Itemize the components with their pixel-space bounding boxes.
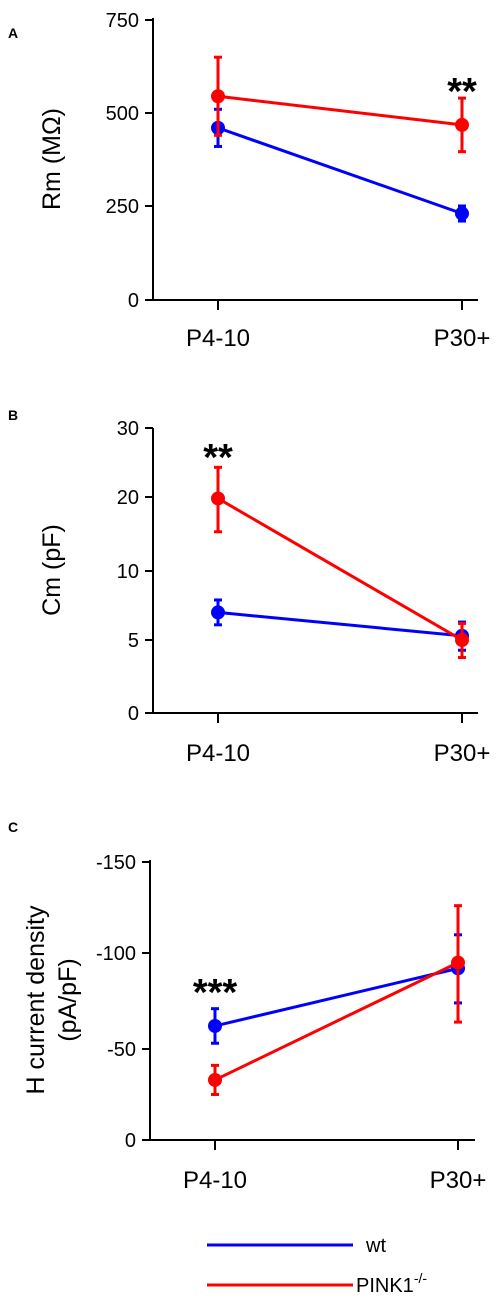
y-tick-label-c: -150 — [96, 852, 136, 874]
panel-c: C H current density (pA/pF) 0-50-100-150 … — [8, 819, 486, 1194]
y-tick-label-a: 750 — [106, 10, 139, 32]
legend-label-pink1: PINK1-/- — [356, 1270, 427, 1297]
data-point-wt-c — [208, 1018, 222, 1033]
y-tick-label-c: 0 — [125, 1130, 136, 1152]
data-point-pink1-c — [208, 1072, 222, 1087]
x-tick-label-a: P30+ — [434, 325, 491, 352]
legend-label-pink1-superscript: -/- — [414, 1270, 428, 1286]
series-line-wt-b — [217, 610, 463, 638]
series-line-pink1-a — [217, 94, 463, 127]
y-tick-label-c: -50 — [107, 1039, 136, 1061]
y-axis-title-c-line1: H current density — [22, 905, 50, 1094]
significance-marker-c: *** — [193, 972, 238, 1014]
y-tick-label-a: 500 — [106, 103, 139, 125]
y-tick-label-c: -100 — [96, 943, 136, 965]
y-tick-label-b: 20 — [117, 487, 139, 509]
y-tick-label-b: 30 — [117, 418, 139, 440]
data-point-pink1-a — [455, 117, 469, 132]
y-axis-title-a: Rm (MΩ) — [38, 108, 66, 210]
legend-label-pink1-main: PINK1 — [356, 1275, 414, 1297]
data-point-pink1-c — [451, 955, 465, 970]
legend: wt PINK1-/- — [207, 1235, 427, 1297]
y-axis-title-c: H current density (pA/pF) — [22, 905, 82, 1094]
y-tick-label-b: 10 — [117, 561, 139, 583]
significance-marker-a: ** — [447, 71, 477, 113]
series-line-pink1-c — [214, 961, 459, 1082]
series-line-wt-a — [217, 126, 463, 215]
panel-letter-a: A — [8, 25, 18, 41]
x-tick-label-b: P30+ — [434, 740, 491, 767]
panel-letter-b: B — [8, 407, 18, 423]
series-line-pink1-b — [217, 497, 463, 642]
panel-letter-c: C — [8, 819, 18, 835]
x-tick-label-c: P30+ — [430, 1167, 487, 1194]
data-point-pink1-b — [211, 491, 225, 506]
y-tick-label-a: 0 — [128, 290, 139, 312]
panel-b: B Cm (pF) 0 5 10 20 30 P4-10 P30+ ** — [8, 407, 490, 767]
y-axis-title-b: Cm (pF) — [38, 524, 66, 616]
data-point-wt-b — [211, 605, 225, 620]
panel-a: A Rm (MΩ) 0 250 500 750 P4-10 P30+ ** — [8, 10, 490, 352]
data-point-pink1-b — [455, 633, 469, 647]
y-tick-label-b: 0 — [128, 703, 139, 725]
x-tick-label-c: P4-10 — [183, 1167, 247, 1194]
x-tick-label-b: P4-10 — [186, 740, 250, 767]
legend-label-wt: wt — [365, 1235, 386, 1257]
series-line-wt-c — [214, 966, 459, 1028]
y-tick-label-a: 250 — [106, 196, 139, 218]
significance-marker-b: ** — [203, 437, 233, 479]
x-tick-label-a: P4-10 — [186, 325, 250, 352]
data-point-wt-a — [455, 206, 469, 221]
y-tick-label-b: 5 — [128, 630, 139, 652]
data-point-pink1-a — [211, 89, 225, 104]
y-axis-title-c-line2: (pA/pF) — [54, 958, 82, 1041]
